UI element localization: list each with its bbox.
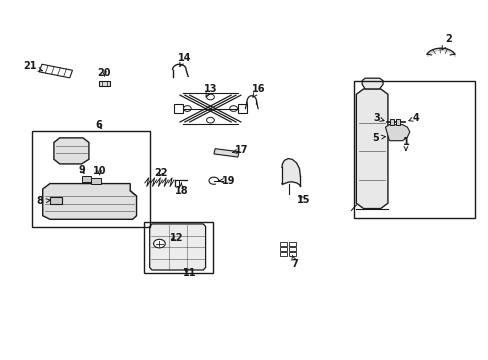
Text: 7: 7 <box>291 256 298 269</box>
Text: 19: 19 <box>218 176 235 186</box>
Bar <box>354 81 474 217</box>
Polygon shape <box>356 89 387 208</box>
Bar <box>91 178 101 184</box>
Bar <box>288 252 295 256</box>
Polygon shape <box>42 184 136 219</box>
Bar <box>280 242 287 246</box>
Bar <box>182 93 238 124</box>
Bar <box>288 242 295 246</box>
Polygon shape <box>149 224 205 270</box>
Text: 9: 9 <box>78 165 85 175</box>
Bar <box>143 222 212 273</box>
Text: 17: 17 <box>232 145 248 156</box>
Text: 3: 3 <box>373 113 383 123</box>
Bar <box>280 247 287 251</box>
Polygon shape <box>362 78 382 89</box>
Polygon shape <box>385 125 409 141</box>
Text: 14: 14 <box>177 53 191 67</box>
Bar <box>288 247 295 251</box>
Bar <box>280 252 287 256</box>
Polygon shape <box>99 81 110 86</box>
Bar <box>389 119 393 125</box>
Text: 11: 11 <box>183 268 196 278</box>
Text: 15: 15 <box>297 195 310 205</box>
Text: 16: 16 <box>252 84 265 97</box>
Bar <box>173 104 182 113</box>
Text: 12: 12 <box>169 233 183 243</box>
Polygon shape <box>54 138 89 164</box>
Text: 18: 18 <box>174 183 188 196</box>
Bar <box>32 131 149 227</box>
Text: 2: 2 <box>441 34 451 50</box>
Polygon shape <box>213 149 239 157</box>
Text: 1: 1 <box>402 138 408 150</box>
Polygon shape <box>39 64 72 78</box>
Text: 13: 13 <box>203 84 217 97</box>
Text: 20: 20 <box>98 68 111 78</box>
Bar <box>238 104 246 113</box>
Bar <box>50 197 61 204</box>
Text: 22: 22 <box>154 168 167 178</box>
Text: 4: 4 <box>408 113 418 123</box>
Bar <box>81 176 91 182</box>
Circle shape <box>153 239 165 248</box>
Text: 5: 5 <box>372 133 385 143</box>
Bar <box>395 119 399 125</box>
Text: 6: 6 <box>95 120 102 130</box>
Text: 21: 21 <box>23 62 42 71</box>
Text: 10: 10 <box>93 166 106 176</box>
Text: 8: 8 <box>37 197 50 206</box>
